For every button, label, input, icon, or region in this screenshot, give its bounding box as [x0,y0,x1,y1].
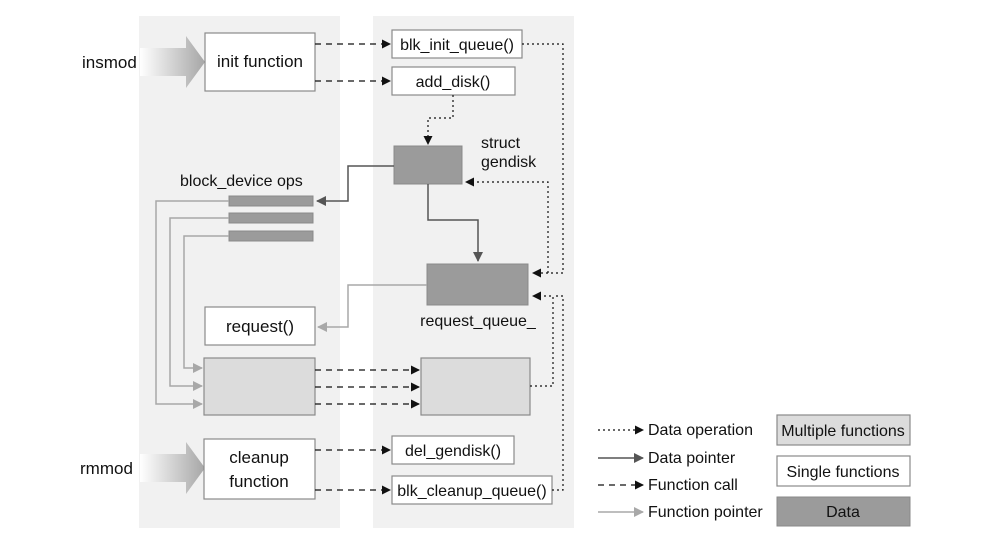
request-function-label: request() [226,317,294,336]
rmmod-arrow-icon [140,442,205,494]
legend-function-pointer-label: Function pointer [648,504,763,521]
blk-cleanup-queue-box [391,475,553,505]
cleanup-function-box [203,438,316,500]
data-pointer-gendisk-to-ops [316,165,394,206]
block-device-op-bar-1 [228,195,314,207]
data-op-cleanup-to-queue [552,295,564,491]
blk-init-queue-box [391,29,523,59]
data-op-add-disk-to-gendisk [423,95,454,145]
gendisk-data-box [393,145,463,185]
add-disk-box [391,66,516,96]
legend-multiple-functions-swatch [776,414,911,446]
data-op-to-gendisk [465,177,549,273]
legend-single-functions-label: Single functions [787,464,900,481]
struct-gendisk-label-line1: struct [481,135,521,152]
function-pointer-op3 [183,235,229,373]
request-function-box [204,306,316,346]
request-queue-label: request_queue_ [420,313,537,330]
del-gendisk-label: del_gendisk() [405,443,501,460]
legend-data-swatch [776,496,911,527]
insmod-arrow-icon [140,36,205,88]
blk-init-queue-label: blk_init_queue() [400,37,514,54]
driver-multiple-functions-box [203,357,316,416]
kernel-multiple-functions-box [420,357,531,416]
init-function-box [204,32,316,92]
legend-single-functions-swatch [776,455,911,487]
data-op-multi-to-queue [530,291,554,387]
legend-data-operation-label: Data operation [648,422,753,439]
init-function-label: init function [217,52,303,71]
del-gendisk-box [391,435,515,465]
function-pointer-op2 [169,217,229,391]
data-pointer-gendisk-to-queue [427,184,483,262]
function-pointer-queue-to-request [317,284,427,332]
block-device-ops-label: block_device ops [180,173,303,190]
function-pointer-op1 [155,200,229,409]
cleanup-function-label-line1: cleanup [229,448,289,467]
cleanup-function-label-line2: function [229,472,289,491]
legend-multiple-functions-label: Multiple functions [781,423,905,440]
legend-data-pointer-label: Data pointer [648,450,736,467]
insmod-label: insmod [82,53,137,72]
add-disk-label: add_disk() [416,74,491,91]
legend-data-label: Data [826,504,860,521]
block-device-op-bar-2 [228,212,314,224]
block-device-op-bar-3 [228,230,314,242]
struct-gendisk-label-line2: gendisk [481,154,537,171]
blk-cleanup-queue-label: blk_cleanup_queue() [397,483,546,500]
rmmod-label: rmmod [80,459,133,478]
legend-function-call-label: Function call [648,477,738,494]
request-queue-data-box [426,263,529,306]
